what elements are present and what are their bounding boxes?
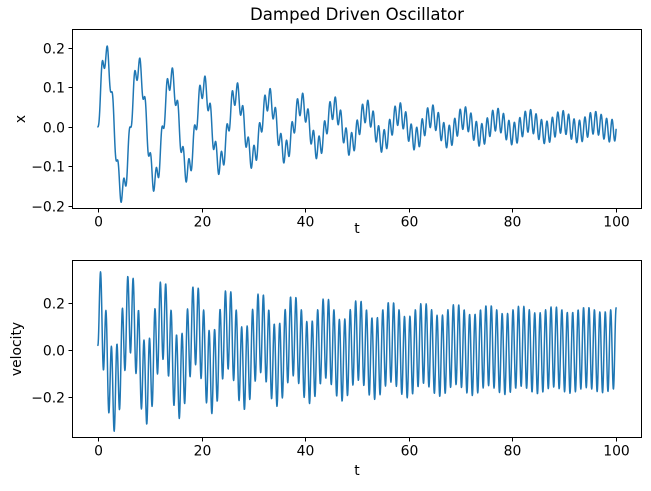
- y-tick-label: 0.2: [43, 296, 65, 312]
- x-tick-label: 40: [297, 444, 315, 460]
- bottom-y-axis-label: velocity: [9, 321, 25, 377]
- figure-title: Damped Driven Oscillator: [249, 5, 464, 24]
- x-tick-label: 60: [401, 215, 419, 231]
- y-tick-label: 0.0: [43, 120, 65, 136]
- x-tick-label: 40: [297, 215, 315, 231]
- x-tick-label: 0: [94, 215, 103, 231]
- bottom-x-axis-label: t: [354, 463, 360, 479]
- y-tick-label: −0.1: [31, 159, 65, 175]
- axes-frame: [72, 29, 642, 209]
- y-tick-label: 0.1: [43, 80, 65, 96]
- y-tick-label: 0.2: [43, 41, 65, 57]
- position-series-line: [97, 45, 617, 203]
- y-tick-label: −0.2: [31, 199, 65, 215]
- subplot-position: 0 20 40 60 80 100 −0.2 −0.1 0.0 0.1 0.2: [31, 29, 642, 231]
- x-tick-label: 20: [194, 444, 212, 460]
- subplot-velocity: 0 20 40 60 80 100 −0.2 0.0 0.2: [31, 260, 642, 460]
- axes-frame: [72, 260, 642, 438]
- x-tick-label: 20: [194, 215, 212, 231]
- x-tick-label: 80: [504, 215, 522, 231]
- y-tick-label: −0.2: [31, 390, 65, 406]
- top-y-axis-label: x: [13, 114, 29, 124]
- x-tick-label: 60: [401, 444, 419, 460]
- x-tick-label: 0: [94, 444, 103, 460]
- x-tick-label: 100: [603, 215, 630, 231]
- velocity-series-line: [97, 271, 617, 432]
- top-x-axis-label: t: [354, 221, 360, 237]
- x-tick-label: 80: [504, 444, 522, 460]
- x-tick-label: 100: [603, 444, 630, 460]
- y-tick-label: 0.0: [43, 343, 65, 359]
